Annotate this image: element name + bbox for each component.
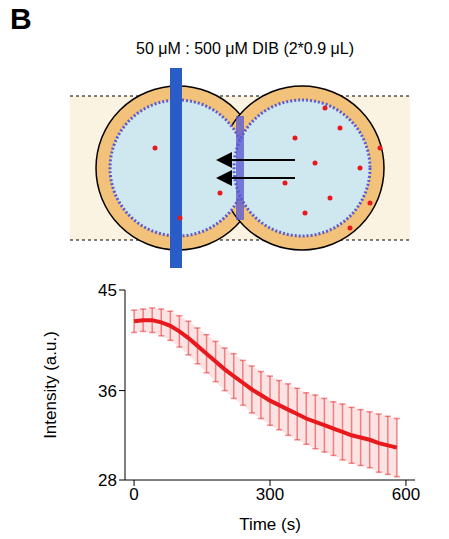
svg-text:Time (s): Time (s) bbox=[239, 515, 301, 534]
svg-text:0: 0 bbox=[129, 485, 138, 504]
svg-text:Intensity (a.u.): Intensity (a.u.) bbox=[41, 331, 60, 439]
svg-text:36: 36 bbox=[98, 382, 117, 401]
svg-text:45: 45 bbox=[98, 281, 117, 300]
svg-text:600: 600 bbox=[392, 485, 420, 504]
html-text:50 μM : 500 μM DIB (2*0.9 μL): 50 μM : 500 μM DIB (2*0.9 μL) bbox=[136, 40, 354, 57]
svg-text:28: 28 bbox=[98, 471, 117, 490]
html-text:B: B bbox=[10, 2, 32, 35]
svg-text:300: 300 bbox=[256, 485, 284, 504]
